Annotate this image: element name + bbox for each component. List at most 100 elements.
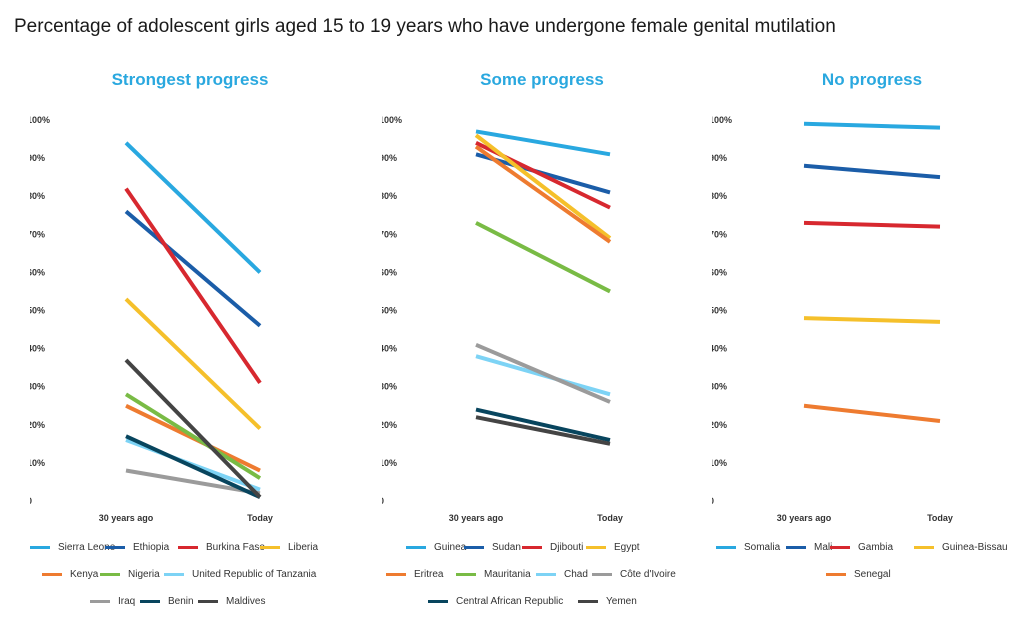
- y-tick-label: 30%: [712, 382, 727, 392]
- legend-label: Sudan: [492, 542, 521, 553]
- series-line-gambia: [803, 220, 941, 229]
- y-tick-label: 20%: [382, 420, 397, 430]
- y-tick-label: 50%: [712, 306, 727, 316]
- legend-swatch: [42, 573, 62, 576]
- x-tick-label: 30 years ago: [777, 513, 832, 523]
- y-tick-label: 0: [382, 496, 384, 506]
- legend-swatch: [522, 546, 542, 549]
- legend-label: Central African Republic: [456, 596, 564, 607]
- page-title: Percentage of adolescent girls aged 15 t…: [14, 16, 836, 37]
- legend-label: Sierra Leone: [58, 542, 116, 553]
- y-tick-label: 70%: [382, 229, 397, 239]
- legend-swatch: [786, 546, 806, 549]
- y-tick-label: 90%: [30, 153, 45, 163]
- series-line-cote-d-ivoire: [475, 342, 611, 404]
- legend-item-djibouti: Djibouti: [522, 542, 583, 553]
- chart-svg: 0 10% 20% 30% 40% 50% 60% 70% 80% 90% 100% 30 years…: [712, 115, 953, 523]
- series-line-mauritania: [475, 221, 611, 294]
- legend-item-mauritania: Mauritania: [456, 569, 531, 580]
- legend-item-guinea-bissau: Guinea-Bissau: [914, 542, 1008, 553]
- legend-swatch: [826, 573, 846, 576]
- legend-item-burkina-faso: Burkina Faso: [178, 542, 265, 553]
- legend-label: Gambia: [858, 542, 894, 553]
- series-line-egypt: [474, 133, 612, 240]
- legend-swatch: [914, 546, 934, 549]
- legend-label: United Republic of Tanzania: [192, 569, 317, 580]
- series-line-senegal: [803, 403, 941, 423]
- y-tick-label: 80%: [382, 191, 397, 201]
- legend-label: Benin: [168, 596, 194, 607]
- legend-swatch: [105, 546, 125, 549]
- series-line-burkina-faso: [124, 187, 262, 385]
- legend-item-sierra-leone: Sierra Leone: [30, 542, 115, 553]
- y-tick-label: 0: [30, 496, 32, 506]
- legend-item-benin: Benin: [140, 596, 194, 607]
- legend-swatch: [140, 600, 160, 603]
- y-tick-label: 50%: [382, 306, 397, 316]
- legend-item-central-african-republic: Central African Republic: [428, 596, 563, 607]
- y-tick-label: 70%: [30, 229, 45, 239]
- legend-item-maldives: Maldives: [198, 596, 265, 607]
- y-tick-label: 30%: [382, 382, 397, 392]
- legend-swatch: [198, 600, 218, 603]
- chart-svg: 0 10% 20% 30% 40% 50% 60% 70% 80% 90% 100% 30 years…: [30, 115, 273, 523]
- legend-swatch: [90, 600, 110, 603]
- series-line-yemen: [475, 415, 611, 446]
- y-tick-label: 40%: [712, 344, 727, 354]
- legend-swatch: [536, 573, 556, 576]
- legend-label: Eritrea: [414, 569, 444, 580]
- legend-swatch: [164, 573, 184, 576]
- chart-panel-some-progress: Some progress 0 10% 20% 30% 40% 50% 60% 70% 80% 9…: [382, 60, 702, 620]
- chart-panel-no-progress: No progress 0 10% 20% 30% 40% 50% 60% 70% 80% 90%…: [712, 60, 1024, 620]
- series-line-somalia: [803, 121, 941, 130]
- y-tick-label: 30%: [30, 382, 45, 392]
- legend-label: Guinea-Bissau: [942, 542, 1008, 553]
- legend-swatch: [406, 546, 426, 549]
- y-tick-label: 10%: [712, 458, 727, 468]
- legend-item-kenya: Kenya: [42, 569, 98, 580]
- legend-item-nigeria: Nigeria: [100, 569, 160, 580]
- series-line-eritrea: [474, 145, 612, 244]
- series-line-ethiopia: [124, 209, 262, 328]
- legend-label: Maldives: [226, 596, 266, 607]
- panel-title: No progress: [821, 70, 923, 89]
- legend-swatch: [592, 573, 612, 576]
- legend-item-sudan: Sudan: [464, 542, 521, 553]
- legend-label: Iraq: [118, 596, 136, 607]
- legend-label: Kenya: [70, 569, 99, 580]
- x-tick-label: 30 years ago: [449, 513, 504, 523]
- legend-swatch: [100, 573, 120, 576]
- legend-swatch: [260, 546, 280, 549]
- series-line-guinea: [475, 129, 611, 157]
- legend-label: Mali: [814, 542, 833, 553]
- legend-label: Yemen: [606, 596, 637, 607]
- y-tick-label: 100%: [30, 115, 50, 125]
- legend-swatch: [586, 546, 606, 549]
- y-tick-label: 20%: [712, 420, 727, 430]
- legend-label: Senegal: [854, 569, 891, 580]
- legend-item-iraq: Iraq: [90, 596, 135, 607]
- y-tick-label: 90%: [382, 153, 397, 163]
- legend-item-egypt: Egypt: [586, 542, 640, 553]
- legend-label: Côte d'Ivoire: [620, 569, 676, 580]
- legend-label: Somalia: [744, 542, 781, 553]
- y-tick-label: 40%: [30, 344, 45, 354]
- chart-panel-strongest-progress: Strongest progress 0 10% 20% 30% 40% 50% 60% 70…: [30, 60, 350, 620]
- series-line-guinea-bissau: [803, 316, 941, 324]
- series-line-maldives: [124, 358, 262, 499]
- legend-label: Nigeria: [128, 569, 160, 580]
- series-line-central-african-republic: [475, 407, 611, 442]
- legend-label: Guinea: [434, 542, 467, 553]
- legend-label: Chad: [564, 569, 588, 580]
- y-tick-label: 50%: [30, 306, 45, 316]
- legend-swatch: [386, 573, 406, 576]
- series-line-benin: [125, 434, 261, 500]
- series-line-liberia: [124, 297, 262, 431]
- y-tick-label: 80%: [30, 191, 45, 201]
- series-line-mali: [803, 163, 941, 180]
- legend-swatch: [30, 546, 50, 549]
- x-tick-label: Today: [247, 513, 273, 523]
- x-tick-label: Today: [927, 513, 953, 523]
- chart-svg: 0 10% 20% 30% 40% 50% 60% 70% 80% 90% 100% 30 years…: [382, 115, 623, 523]
- y-tick-label: 100%: [382, 115, 402, 125]
